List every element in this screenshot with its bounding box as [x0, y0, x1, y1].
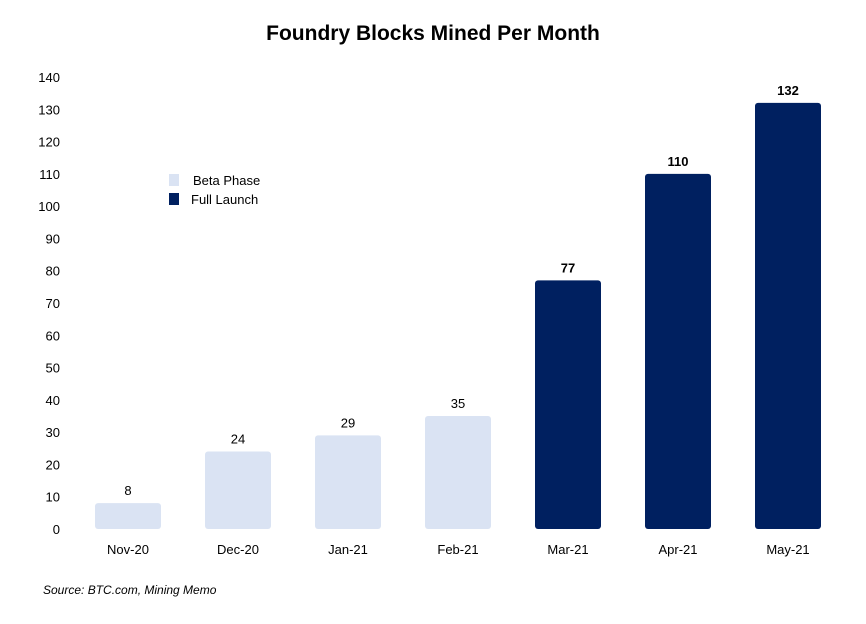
y-tick-label: 40 — [46, 393, 60, 408]
data-label: 35 — [451, 396, 465, 411]
data-label: 24 — [231, 432, 245, 447]
y-tick-label: 30 — [46, 425, 60, 440]
data-label: 110 — [668, 154, 689, 169]
y-tick-label: 100 — [38, 199, 60, 214]
data-label: 29 — [341, 415, 355, 430]
bar-feb-21 — [425, 416, 491, 529]
x-tick-label: May-21 — [766, 542, 809, 557]
bar-mar-21 — [535, 280, 601, 529]
y-tick-label: 80 — [46, 264, 60, 279]
x-tick-label: Jan-21 — [328, 542, 368, 557]
bar-jan-21 — [315, 435, 381, 529]
bar-may-21 — [755, 102, 821, 529]
x-axis: Nov-20 Dec-20 Jan-21 Feb-21 Mar-21 Apr-21 May-… — [107, 542, 810, 557]
source-note: Source: BTC.com, Mining Memo — [43, 583, 217, 597]
y-tick-label: 110 — [39, 167, 60, 182]
legend-label: Full Launch — [191, 192, 258, 207]
y-tick-label: 60 — [46, 328, 60, 343]
y-tick-label: 90 — [46, 231, 60, 246]
legend-swatch — [169, 174, 179, 186]
legend: Beta Phase Full Launch — [169, 173, 260, 207]
x-tick-label: Feb-21 — [437, 542, 478, 557]
y-tick-label: 120 — [38, 135, 60, 150]
y-tick-label: 140 — [38, 70, 60, 85]
legend-swatch — [169, 193, 179, 205]
data-label: 77 — [561, 260, 575, 275]
y-tick-label: 0 — [53, 522, 60, 537]
bar-nov-20 — [95, 503, 161, 529]
y-tick-label: 10 — [46, 490, 60, 505]
y-tick-label: 130 — [38, 102, 60, 117]
bar-apr-21 — [645, 173, 711, 529]
bars: 8 24 29 35 77 110 132 — [95, 83, 821, 529]
x-tick-label: Mar-21 — [547, 542, 588, 557]
chart-title: Foundry Blocks Mined Per Month — [266, 22, 600, 45]
x-tick-label: Apr-21 — [658, 542, 697, 557]
data-label: 132 — [777, 83, 799, 98]
data-label: 8 — [124, 483, 131, 498]
legend-label: Beta Phase — [193, 173, 260, 188]
bar-dec-20 — [205, 451, 271, 529]
y-tick-label: 50 — [46, 361, 60, 376]
y-axis: 0 10 20 30 40 50 60 70 80 90 100 110 120 130 140 — [38, 70, 60, 537]
x-tick-label: Nov-20 — [107, 542, 149, 557]
y-tick-label: 70 — [46, 296, 60, 311]
x-tick-label: Dec-20 — [217, 542, 259, 557]
y-tick-label: 20 — [46, 457, 60, 472]
